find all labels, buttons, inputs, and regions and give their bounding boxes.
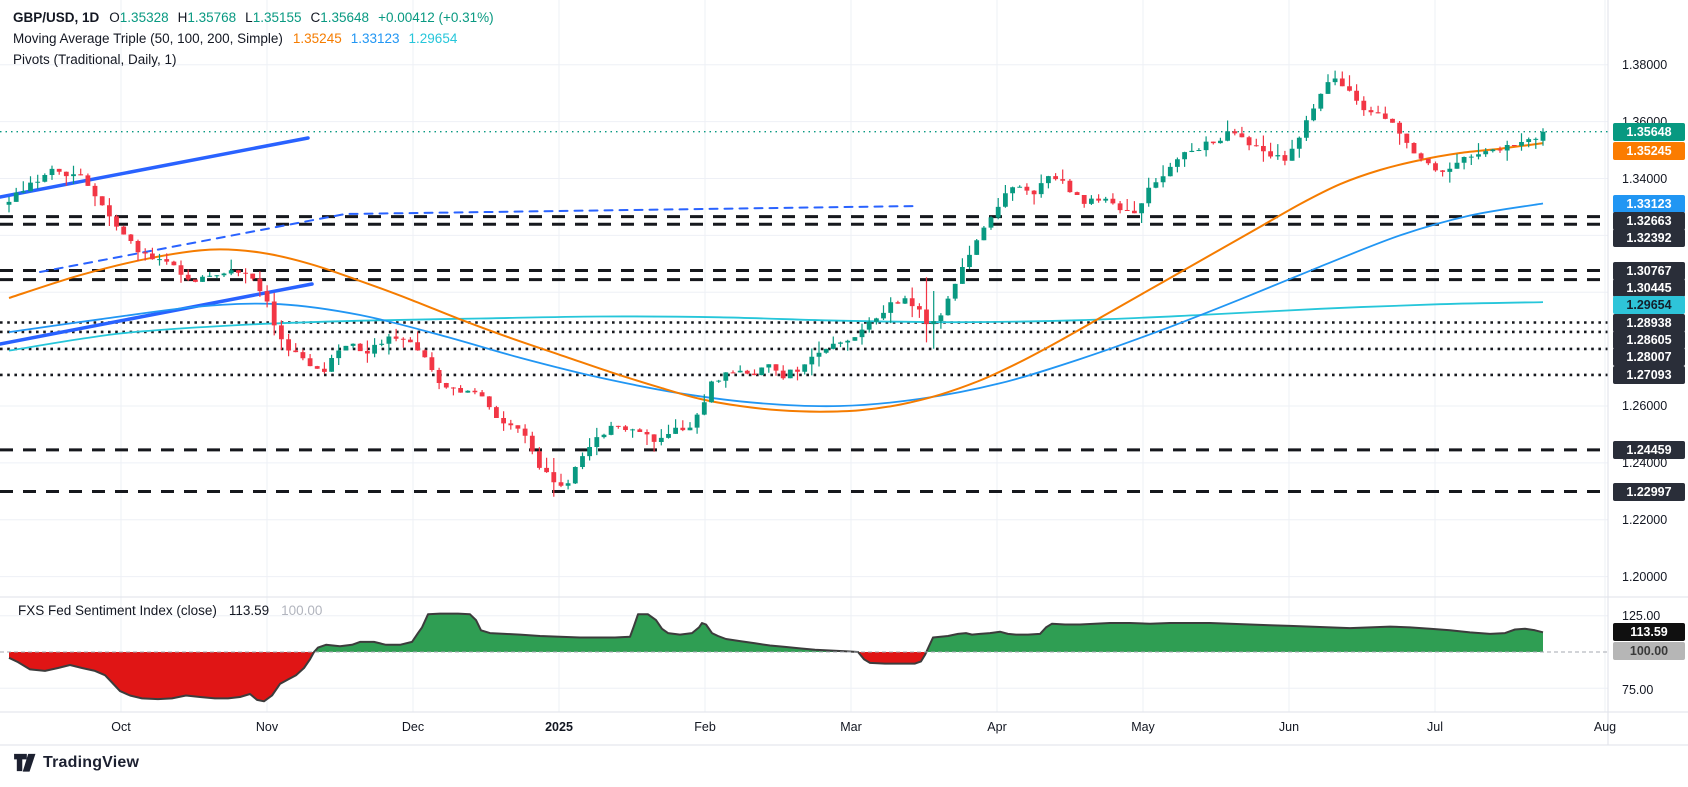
indicator-axis-badge: 100.00	[1613, 642, 1685, 660]
sentiment-outline	[8, 612, 1544, 703]
price-axis-label: 1.22000	[1622, 513, 1668, 527]
trendline-dashed	[39, 205, 919, 273]
tradingview-logo[interactable]: TradingView	[14, 753, 139, 773]
ma-value: 1.33123	[350, 31, 400, 46]
chart-legend: GBP/USD, 1D O1.35328 H1.35768 L1.35155 C1.35…	[13, 7, 494, 70]
sentiment-area-negative	[858, 652, 927, 664]
price-axis-badge: 1.32392	[1613, 229, 1685, 247]
price-axis-badge: 1.24459	[1613, 441, 1685, 459]
ma-value: 1.35245	[292, 31, 342, 46]
ma-value: 1.29654	[408, 31, 458, 46]
ma-values: 1.35245 1.33123 1.29654	[293, 31, 466, 46]
time-axis-label: May	[1131, 720, 1155, 734]
ohlc-pair: L1.35155	[245, 10, 302, 25]
pivots-legend-row[interactable]: Pivots (Traditional, Daily, 1)	[13, 49, 494, 70]
price-axis-label: 1.26000	[1622, 399, 1668, 413]
tradingview-icon	[14, 753, 36, 772]
time-axis-label: Jul	[1427, 720, 1443, 734]
time-axis-label: Jun	[1278, 720, 1300, 734]
ohlc-pair: C1.35648	[310, 10, 370, 25]
sma200-line	[8, 301, 1544, 352]
price-axis-badge: 1.27093	[1613, 366, 1685, 384]
time-axis-label: Mar	[840, 720, 862, 734]
candle-bodies-up	[6, 78, 1546, 486]
symbol-title: GBP/USD, 1D	[13, 10, 100, 25]
trendline-solid	[0, 136, 310, 199]
price-axis-badge: 1.32663	[1613, 212, 1685, 230]
symbol-legend-row[interactable]: GBP/USD, 1D O1.35328 H1.35768 L1.35155 C1.35…	[13, 7, 494, 28]
ma-legend-row[interactable]: Moving Average Triple (50, 100, 200, Sim…	[13, 28, 494, 49]
sentiment-legend-row[interactable]: FXS Fed Sentiment Index (close) 113.59 100…	[18, 603, 322, 618]
time-axis-label: 2025	[545, 720, 573, 734]
candle-wicks-down	[58, 71, 1515, 497]
price-axis-badge: 1.28605	[1613, 331, 1685, 349]
price-axis-badge: 1.30445	[1613, 279, 1685, 297]
sentiment-area-positive	[314, 613, 858, 652]
indicator-axis-label: 75.00	[1622, 683, 1654, 697]
time-axis-label: Aug	[1593, 720, 1617, 734]
sentiment-baseline-value: 100.00	[281, 603, 323, 618]
sma50-line	[8, 142, 1544, 413]
indicator-axis-badge: 113.59	[1613, 623, 1685, 641]
price-axis-badge: 1.35245	[1613, 142, 1685, 160]
price-axis-badge: 1.35648	[1613, 123, 1685, 141]
sentiment-indicator-title: FXS Fed Sentiment Index (close)	[18, 603, 217, 618]
price-axis-badge: 1.22997	[1613, 483, 1685, 501]
sma100-line	[8, 202, 1544, 408]
price-axis-label: 1.24000	[1622, 456, 1668, 470]
sentiment-area-positive	[926, 623, 1543, 652]
price-axis-label: 1.20000	[1622, 570, 1668, 584]
price-axis-badge: 1.28938	[1613, 314, 1685, 332]
pivots-indicator-title: Pivots (Traditional, Daily, 1)	[13, 52, 177, 67]
price-axis-badge: 1.29654	[1613, 296, 1685, 314]
price-axis-badge: 1.30767	[1613, 262, 1685, 280]
price-axis-label: 1.34000	[1622, 172, 1668, 186]
tradingview-logo-text: TradingView	[43, 754, 140, 771]
price-axis-badge: 1.28007	[1613, 348, 1685, 366]
sentiment-area-negative	[9, 652, 314, 702]
indicator-axis-label: 125.00	[1622, 609, 1661, 623]
ohlc-pair: H1.35768	[177, 10, 237, 25]
ohlc-values: O1.35328 H1.35768 L1.35155 C1.35648	[109, 10, 378, 25]
time-axis-label: Feb	[694, 720, 716, 734]
time-axis-label: Nov	[255, 720, 279, 734]
ohlc-pair: O1.35328	[109, 10, 169, 25]
time-axis-label: Oct	[111, 720, 131, 734]
time-axis-label: Dec	[401, 720, 425, 734]
price-axis-label: 1.38000	[1622, 58, 1668, 72]
price-axis-badge: 1.33123	[1613, 195, 1685, 213]
ma-indicator-title: Moving Average Triple (50, 100, 200, Sim…	[13, 31, 283, 46]
change-value: +0.00412 (+0.31%)	[378, 10, 494, 25]
time-axis-label: Apr	[987, 720, 1007, 734]
sentiment-value: 113.59	[228, 603, 270, 618]
